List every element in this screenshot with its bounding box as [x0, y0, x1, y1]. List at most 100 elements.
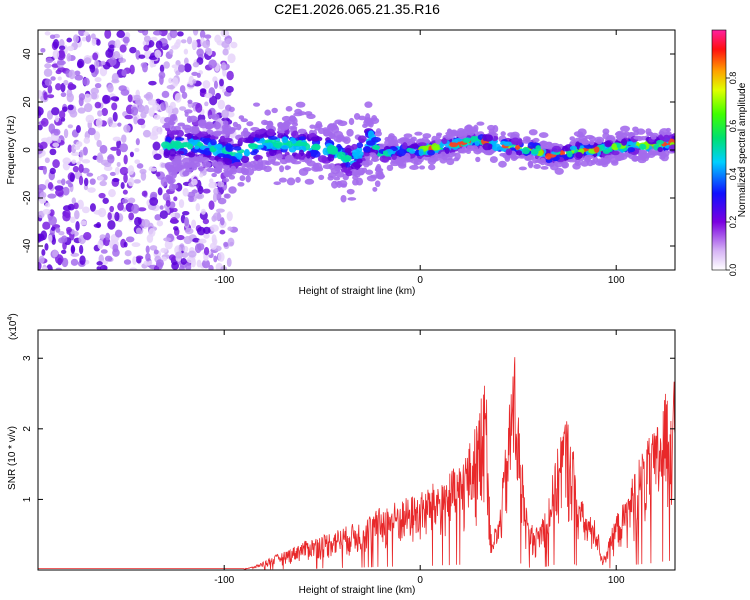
spectrogram-cell: [217, 99, 226, 110]
spectrogram-cell: [175, 60, 181, 67]
spectrogram-cell: [182, 141, 191, 148]
spectrogram-cell: [222, 164, 231, 170]
spectrogram-cell: [391, 154, 397, 161]
spectrogram-cell: [66, 37, 73, 43]
spectrogram-cell: [212, 130, 223, 136]
spectrogram-cell: [623, 131, 631, 136]
spectrogram-cell: [52, 249, 59, 258]
spectrogram-cell: [191, 163, 198, 169]
spectrogram-cell: [233, 146, 242, 151]
spectrogram-cell: [114, 229, 123, 238]
spectrogram-cell: [86, 172, 94, 177]
spectrogram-cell: [121, 69, 127, 77]
spectrogram-cell: [277, 133, 284, 139]
spectrogram-cell: [184, 227, 194, 235]
spectrogram-cell: [54, 254, 64, 265]
spectrogram-cell: [203, 246, 210, 256]
spectrogram-cell: [611, 150, 620, 156]
spectrogram-cell: [129, 46, 137, 54]
spectrogram-cell: [55, 69, 62, 75]
spectrogram-cell: [226, 70, 234, 81]
spectrogram-cell: [215, 208, 225, 213]
spectrogram-cell: [135, 227, 142, 234]
spectrogram-cell: [173, 196, 178, 202]
spectrogram-cell: [276, 153, 283, 161]
spectrogram-cell: [94, 59, 100, 70]
spectrogram-cell: [545, 158, 553, 164]
spectrogram-cell: [81, 206, 90, 214]
spectrogram-cell: [483, 150, 493, 156]
spectrogram-cell: [123, 259, 132, 265]
spectrogram-cell: [137, 118, 146, 126]
spectrogram-cell: [176, 31, 184, 37]
spectrogram-cell: [40, 230, 48, 241]
spectrogram-cell: [254, 129, 265, 135]
spectrogram-cell: [75, 221, 80, 231]
spectrogram-cell: [204, 34, 212, 39]
spectrogram-cell: [210, 224, 219, 232]
spectrogram-cell: [232, 121, 239, 128]
colorbar-tick-label: 0.6: [728, 120, 738, 133]
spectrogram-cell: [221, 109, 229, 119]
spectrogram-cell: [138, 104, 145, 113]
spectrogram-cell: [113, 51, 121, 59]
spectrogram-cell: [171, 158, 181, 166]
spectrogram-cell: [55, 267, 63, 270]
spectrogram-cell: [403, 133, 413, 139]
spectrogram-cell: [168, 183, 177, 192]
spectrogram-cell: [371, 136, 382, 143]
spectrogram-cell: [44, 243, 49, 251]
spectrogram-cell: [118, 85, 127, 92]
spectrogram-cell: [67, 183, 74, 188]
spectrogram-cell: [309, 124, 316, 129]
spectrogram-cell: [134, 159, 141, 165]
spectrogram-cell: [70, 258, 79, 266]
spectrogram-cell: [532, 137, 540, 143]
spectrogram-cell: [89, 203, 96, 212]
spectrogram-cell: [96, 139, 102, 148]
spectrogram-cell: [96, 261, 103, 266]
spectrogram-cell: [44, 63, 52, 69]
colorbar: 0.0 0.2 0.4 0.6 0.8 Normalized spectral ampl…: [711, 29, 748, 277]
spectrogram-cell: [374, 167, 384, 172]
spectrogram-cell: [298, 136, 306, 141]
colorbar-tick-label: 0.0: [728, 264, 738, 277]
spectrogram-cell: [292, 117, 298, 125]
spectrogram-cell: [247, 136, 256, 144]
spectrogram-cell: [191, 189, 199, 194]
spectrogram-cell: [112, 178, 120, 183]
y-tick-label: 40: [22, 48, 33, 60]
y-tick-label: -20: [22, 190, 33, 205]
spectrogram-cell: [154, 49, 162, 59]
spectrogram-cell: [76, 161, 82, 166]
spectrogram-cell: [639, 149, 648, 154]
spectrogram-cell: [123, 154, 128, 165]
spectrogram-cell: [56, 179, 62, 184]
spectrogram-cell: [49, 148, 57, 156]
x-tick-label: -100: [214, 575, 234, 586]
spectrogram-cell: [42, 208, 51, 215]
spectrogram-cell: [232, 161, 243, 167]
spectrogram-cell: [528, 129, 538, 136]
spectrogram-cell: [228, 106, 235, 113]
spectrogram-cell: [530, 149, 539, 155]
spectrogram-cell: [125, 236, 135, 243]
spectrogram-cell: [72, 165, 79, 173]
spectrogram-cell: [109, 44, 115, 49]
spectrogram-cell: [149, 133, 159, 141]
spectrogram-cell: [120, 181, 125, 189]
spectrogram-cell: [379, 155, 390, 163]
spectrogram-cell: [159, 30, 168, 37]
spectrogram-cell: [285, 106, 293, 112]
spectrogram-cell: [569, 145, 578, 151]
spectrogram-cell: [83, 232, 92, 241]
spectrogram-cell: [149, 58, 155, 68]
spectrogram-cell: [650, 134, 657, 140]
spectrogram-cell: [186, 132, 193, 140]
spectrogram-cell: [110, 96, 119, 101]
spectrogram-cell: [182, 211, 190, 216]
spectrogram-cell: [179, 85, 186, 94]
spectrogram-cell: [418, 148, 424, 156]
spectrogram-cell: [527, 160, 534, 168]
spectrogram-cell: [58, 45, 66, 51]
